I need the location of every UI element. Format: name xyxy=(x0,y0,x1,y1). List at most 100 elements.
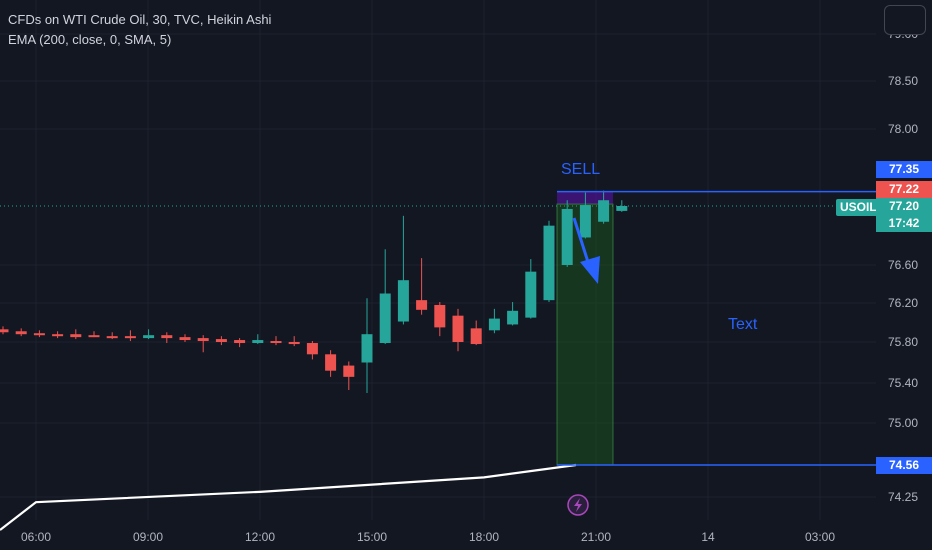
candle-body xyxy=(252,340,264,344)
candle xyxy=(598,190,610,224)
candle xyxy=(397,215,409,325)
candle-body xyxy=(197,338,209,342)
candle-body xyxy=(507,310,519,325)
sell-arrow-shaft xyxy=(572,217,590,263)
last-price-tag: 77.20 xyxy=(876,198,932,215)
candle-body xyxy=(470,328,482,345)
candle-body xyxy=(325,354,337,371)
time-axis: 06:00 09:00 12:00 15:00 18:00 21:00 14 03:00 xyxy=(21,530,835,544)
overlays xyxy=(0,190,876,516)
time-tick-label: 15:00 xyxy=(357,530,387,544)
candle-body xyxy=(579,205,591,238)
candle xyxy=(525,259,537,319)
candle-body xyxy=(525,271,537,318)
sell-arrow-head xyxy=(580,256,600,284)
candle-body xyxy=(161,335,173,339)
price-axis: 79.0078.5078.0076.6076.2075.8075.4075.00… xyxy=(888,27,918,504)
price-tick-label: 78.00 xyxy=(888,122,918,136)
candle-body xyxy=(452,315,464,342)
candle-body xyxy=(52,334,64,337)
candle-body xyxy=(143,335,155,339)
target-price-tag: 74.56 xyxy=(876,457,932,474)
candle xyxy=(288,336,300,347)
candle xyxy=(579,192,591,239)
candle-body xyxy=(33,333,45,336)
candle-body xyxy=(106,336,118,339)
candle xyxy=(197,335,209,353)
candle xyxy=(616,200,628,212)
candle-body xyxy=(397,280,409,322)
price-tick-label: 75.00 xyxy=(888,416,918,430)
ema-line xyxy=(0,463,577,531)
candle xyxy=(70,329,82,340)
candle xyxy=(343,361,355,390)
candle xyxy=(88,331,100,338)
chart-legend: CFDs on WTI Crude Oil, 30, TVC, Heikin A… xyxy=(8,10,271,50)
countdown-tag: 17:42 xyxy=(876,215,932,232)
candle xyxy=(361,298,373,393)
symbol-tag: USOIL xyxy=(836,199,881,216)
candle xyxy=(15,328,27,337)
candle xyxy=(543,220,555,303)
text-annotation[interactable]: Text xyxy=(728,316,758,333)
time-tick-label: 06:00 xyxy=(21,530,51,544)
candle xyxy=(0,326,9,335)
time-tick-label: 09:00 xyxy=(133,530,163,544)
entry-price-tag: 77.35 xyxy=(876,161,932,178)
candle-body xyxy=(306,343,318,355)
candle xyxy=(179,334,191,342)
candle xyxy=(379,249,391,345)
candle-body xyxy=(70,334,82,338)
price-tick-label: 74.25 xyxy=(888,490,918,504)
candle xyxy=(434,302,446,337)
price-tick-label: 78.50 xyxy=(888,74,918,88)
time-tick-label: 21:00 xyxy=(581,530,611,544)
candle xyxy=(234,338,246,348)
candle-body xyxy=(616,206,628,211)
candles xyxy=(0,190,628,393)
candle-body xyxy=(488,318,500,331)
ema-layer xyxy=(0,463,577,531)
stop-price-tag: 77.22 xyxy=(876,181,932,198)
candle xyxy=(561,200,573,267)
chart-grid xyxy=(0,0,876,520)
candle-body xyxy=(288,342,300,345)
price-tick-label: 76.20 xyxy=(888,296,918,310)
candle-body xyxy=(416,300,428,310)
candle xyxy=(161,332,173,344)
time-tick-label: 03:00 xyxy=(805,530,835,544)
legend-title: CFDs on WTI Crude Oil, 30, TVC, Heikin A… xyxy=(8,12,272,27)
candle-body xyxy=(15,331,27,335)
price-tick-label: 75.80 xyxy=(888,335,918,349)
sell-annotation[interactable]: SELL xyxy=(561,161,601,178)
time-tick-label: 14 xyxy=(701,530,715,544)
candle-body xyxy=(0,329,9,333)
candle-body xyxy=(379,293,391,344)
candle xyxy=(325,350,337,377)
time-tick-label: 12:00 xyxy=(245,530,275,544)
candle-body xyxy=(215,339,227,342)
lightning-glyph xyxy=(574,498,582,512)
candle xyxy=(470,320,482,346)
candle xyxy=(507,302,519,326)
candle xyxy=(416,258,428,315)
candle xyxy=(143,329,155,340)
candle xyxy=(33,330,45,338)
candle-body xyxy=(598,200,610,222)
candle-body xyxy=(179,337,191,341)
candle-body xyxy=(543,225,555,301)
price-tick-label: 75.40 xyxy=(888,376,918,390)
candle xyxy=(252,334,264,345)
legend-ema: EMA (200, close, 0, SMA, 5) xyxy=(8,32,172,47)
candle xyxy=(488,308,500,334)
time-tick-label: 18:00 xyxy=(469,530,499,544)
candle-body xyxy=(343,365,355,377)
candle-body xyxy=(361,334,373,363)
price-tick-label: 76.60 xyxy=(888,258,918,272)
candle-body xyxy=(88,335,100,338)
candle-body xyxy=(561,208,573,265)
chart-settings-button[interactable] xyxy=(884,5,926,35)
candle xyxy=(270,336,282,346)
candle-body xyxy=(124,336,136,339)
